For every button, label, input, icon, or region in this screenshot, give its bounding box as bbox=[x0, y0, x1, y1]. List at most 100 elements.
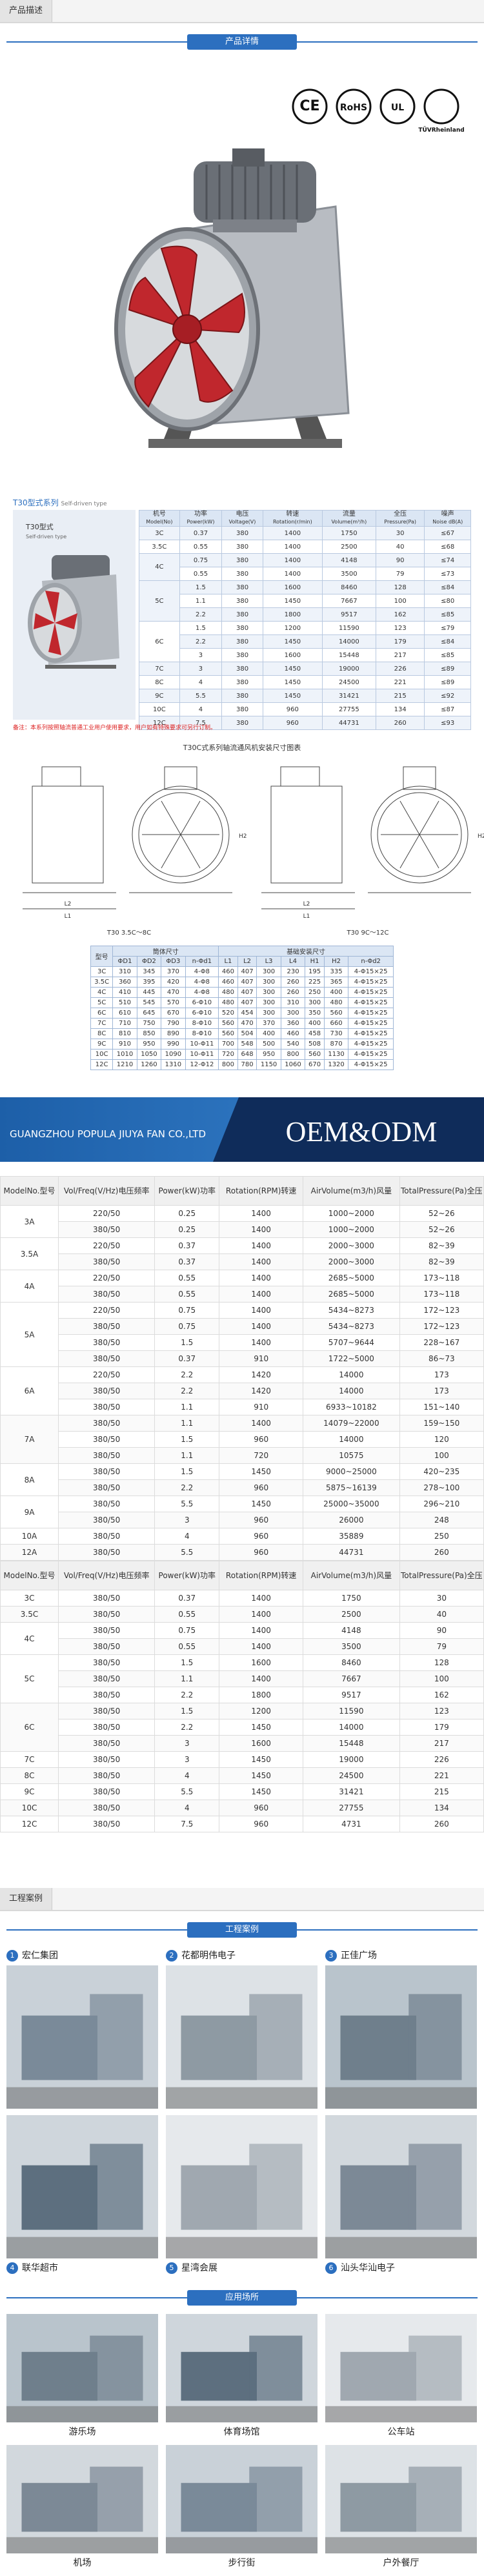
application-card: 机场 bbox=[6, 2445, 158, 2573]
front-inner bbox=[377, 792, 462, 877]
tab[interactable]: 产品描述 bbox=[0, 0, 53, 22]
cell: 8460 bbox=[303, 1654, 400, 1671]
dim-label: L1 bbox=[303, 913, 310, 920]
cell: 195 bbox=[305, 966, 325, 977]
model-cell: 4A bbox=[0, 1270, 59, 1303]
photo-shape bbox=[340, 2351, 416, 2401]
header-cell: TotalPressure(Pa)全压 bbox=[399, 1176, 484, 1206]
cell: 310 bbox=[280, 997, 306, 1008]
row: 7C 3 380 1450 19000 226 ≤89 bbox=[139, 662, 471, 676]
cell: 1.5 bbox=[154, 1703, 220, 1719]
cell: 0.55 bbox=[154, 1638, 220, 1655]
cell: 0.37 bbox=[154, 1590, 220, 1607]
model-cell: 12C bbox=[0, 1816, 59, 1832]
model-cell: 10C bbox=[139, 702, 180, 716]
cell: 2.2 bbox=[154, 1366, 220, 1383]
cell: ≤87 bbox=[424, 702, 471, 716]
cell: 1060 bbox=[280, 1059, 306, 1070]
cell: 1400 bbox=[219, 1270, 304, 1286]
cell: 4-Φ15×25 bbox=[348, 1049, 394, 1060]
cell: 400 bbox=[323, 987, 349, 998]
photo-shape bbox=[90, 2466, 143, 2532]
model-cell: 3C bbox=[0, 1590, 59, 1607]
cell: 8460 bbox=[321, 580, 376, 594]
dim-label: H2 bbox=[478, 833, 484, 840]
cell: 19000 bbox=[303, 1751, 400, 1768]
certifications: CE RoHS UL TÜVRheinland bbox=[292, 88, 465, 134]
cell: 11590 bbox=[303, 1703, 400, 1719]
header-cell: L1 bbox=[218, 956, 238, 967]
cell: 780 bbox=[237, 1059, 257, 1070]
cell: 7.5 bbox=[179, 716, 223, 730]
row: 2.2 380 1800 9517 162 ≤85 bbox=[139, 607, 471, 622]
blade bbox=[399, 834, 420, 869]
header-cell: Vol/Freq(V/Hz)电压频率 bbox=[58, 1561, 156, 1590]
cell: 407 bbox=[237, 987, 257, 998]
application-name: 步行街 bbox=[228, 2558, 256, 2568]
cell: 0.25 bbox=[154, 1205, 220, 1222]
cell: ≤79 bbox=[424, 621, 471, 635]
case-caption: 1 宏仁集团 bbox=[6, 1946, 158, 1965]
cell: 14079~22000 bbox=[303, 1415, 400, 1432]
cell: 335 bbox=[323, 966, 349, 977]
cell: 560 bbox=[305, 1049, 325, 1060]
cell: 1200 bbox=[219, 1703, 304, 1719]
cell: 2.2 bbox=[179, 634, 223, 649]
cell: 420~235 bbox=[399, 1463, 484, 1480]
cell: 910 bbox=[219, 1350, 304, 1367]
header-cn: 转速 bbox=[286, 511, 299, 518]
spec-subtitle: Self-driven type bbox=[61, 501, 107, 507]
cell: 470 bbox=[237, 1018, 257, 1029]
cell: 2685~5000 bbox=[303, 1286, 400, 1303]
header-row: ΦD1 ΦD2 ΦD3 n-Φd1 L1 L2 L3 L4 H1 H2 n-Φd2 bbox=[91, 956, 394, 967]
photo-ground bbox=[6, 2236, 158, 2258]
header-cell: Vol/Freq(V/Hz)电压频率 bbox=[58, 1176, 156, 1206]
cell: 6C bbox=[90, 1008, 114, 1019]
spec-heading: T30型式系列 Self-driven type bbox=[13, 497, 107, 508]
cell: 720 bbox=[218, 1049, 238, 1060]
cell: 610 bbox=[112, 1008, 137, 1019]
cell: 1150 bbox=[256, 1059, 281, 1070]
cell: 910 bbox=[112, 1039, 137, 1050]
row: 380/50 3 1600 15448 217 bbox=[1, 1735, 484, 1752]
cell: 0.37 bbox=[179, 526, 223, 540]
tab[interactable]: 工程案例 bbox=[0, 1888, 53, 1910]
row: 380/50 1.1 1400 7667 100 bbox=[1, 1670, 484, 1687]
front-view bbox=[132, 786, 230, 884]
cell: 1800 bbox=[219, 1687, 304, 1703]
photo-ground bbox=[325, 2406, 477, 2422]
cell: 420 bbox=[161, 977, 186, 988]
header-cell: ModelNo.型号 bbox=[0, 1176, 59, 1206]
photo bbox=[325, 1965, 477, 2109]
photo-shape bbox=[181, 2482, 257, 2532]
photo bbox=[325, 2445, 477, 2553]
model-cell: 10C bbox=[0, 1800, 59, 1816]
photo bbox=[6, 1965, 158, 2109]
photo-ground bbox=[166, 2087, 318, 2109]
cell: 950 bbox=[256, 1049, 281, 1060]
cell: 1.5 bbox=[154, 1431, 220, 1448]
cell: 380 bbox=[221, 702, 263, 716]
case-caption: 2 花都明伟电子 bbox=[166, 1946, 318, 1965]
cell: 228~167 bbox=[399, 1334, 484, 1351]
cell: 0.25 bbox=[154, 1221, 220, 1238]
model-cell: 7C bbox=[0, 1751, 59, 1768]
cell: 2000~3000 bbox=[303, 1237, 400, 1254]
cell: 960 bbox=[219, 1512, 304, 1528]
cell: 1400 bbox=[219, 1221, 304, 1238]
cell: 1400 bbox=[219, 1302, 304, 1319]
row: 380/50 0.37 1400 2000~3000 82~39 bbox=[1, 1253, 484, 1270]
dimension-table: 型号 筒体尺寸 基础安装尺寸 ΦD1 ΦD2 ΦD3 n-Φd1 L1 L2 L3 L4 H1 H2 n-… bbox=[90, 946, 394, 1070]
application-card: 户外餐厅 bbox=[325, 2445, 477, 2573]
cell: 560 bbox=[323, 1008, 349, 1019]
row: 380/50 0.37 910 1722~5000 86~73 bbox=[1, 1350, 484, 1367]
photo-shape bbox=[21, 2351, 97, 2401]
cell: 1.1 bbox=[154, 1399, 220, 1415]
row: 4A 220/50 0.55 1400 2685~5000 173~118 bbox=[0, 1270, 484, 1303]
cell: 380/50 bbox=[58, 1719, 156, 1736]
cell: 380 bbox=[221, 594, 263, 608]
cell: 1450 bbox=[219, 1496, 304, 1512]
cell: 360 bbox=[112, 977, 137, 988]
cell: 410 bbox=[112, 987, 137, 998]
row: 12A 380/50 5.5 960 44731 260 bbox=[0, 1544, 484, 1561]
